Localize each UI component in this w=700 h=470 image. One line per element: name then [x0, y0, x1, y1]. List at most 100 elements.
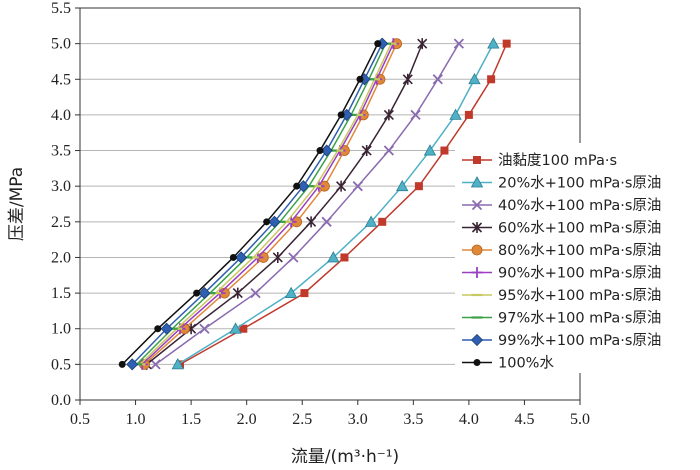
data-point	[126, 358, 139, 371]
series-line-3	[146, 43, 423, 365]
data-point	[352, 181, 363, 192]
data-point	[288, 252, 299, 263]
data-point	[250, 287, 261, 299]
x-tick-label: 2.0	[237, 411, 257, 428]
data-point	[229, 322, 242, 334]
y-tick-label: 5.0	[51, 36, 71, 53]
legend-label: 97%水+100 mPa·s原油	[498, 310, 661, 327]
x-tick-label: 1.5	[181, 411, 201, 428]
data-point	[487, 37, 500, 49]
legend-label: 40%水+100 mPa·s原油	[498, 197, 661, 214]
data-point	[199, 323, 210, 334]
y-tick-label: 0.5	[51, 356, 71, 373]
x-tick-label: 5.0	[570, 411, 590, 428]
y-tick-label: 3.5	[51, 143, 71, 160]
data-point	[336, 180, 347, 192]
data-point	[229, 253, 237, 261]
x-tick-label: 2.5	[292, 411, 312, 428]
data-point	[468, 72, 481, 85]
data-point	[374, 40, 382, 48]
data-point	[327, 251, 340, 263]
y-tick-label: 5.5	[51, 0, 71, 17]
data-point	[423, 144, 437, 156]
x-axis-label: 流量/(m³·h⁻¹)	[291, 447, 399, 467]
series-line-9	[121, 43, 379, 365]
series-line-5	[141, 43, 395, 365]
data-point	[171, 358, 184, 370]
data-point	[150, 359, 161, 370]
series-9	[118, 40, 382, 368]
data-point	[449, 108, 462, 120]
data-point	[300, 289, 309, 298]
legend-item-8: 99%水+100 mPa·s原油	[462, 332, 661, 349]
legend-marker	[470, 176, 484, 188]
data-point	[378, 217, 387, 226]
series-line-7	[136, 43, 387, 365]
data-point	[293, 182, 301, 190]
x-tick-labels: 0.5 1.0 1.5 2.0 2.5 3.0 3.5 4.0 4.5 5.0	[70, 411, 590, 428]
legend: 油黏度100 mPa·s 20%水+100 mPa·s原油 40%水+100 mPa…	[455, 143, 687, 373]
y-tick-label: 2.5	[51, 214, 71, 231]
data-point	[340, 253, 349, 262]
y-axis-label: 压差/MPa	[7, 167, 27, 241]
y-tick-label: 1.0	[51, 321, 71, 338]
x-tick-label: 0.5	[70, 411, 90, 428]
legend-label: 95%水+100 mPa·s原油	[498, 287, 661, 304]
y-tick-label: 2.0	[51, 249, 71, 266]
legend-item-3: 60%水+100 mPa·s原油	[462, 220, 661, 237]
data-point	[402, 73, 413, 85]
data-point	[118, 360, 126, 368]
legend-marker	[471, 222, 483, 233]
series-7	[131, 42, 392, 366]
legend-item-0: 油黏度100 mPa·s	[462, 152, 617, 169]
legend-background	[455, 143, 687, 373]
data-point	[284, 286, 298, 298]
data-point	[316, 147, 324, 155]
series-4	[139, 38, 403, 370]
data-point	[160, 322, 173, 335]
series-1	[171, 37, 500, 370]
x-tick-label: 3.0	[348, 411, 368, 428]
data-point	[235, 251, 248, 264]
legend-label: 80%水+100 mPa·s原油	[498, 242, 661, 259]
legend-item-4: 80%水+100 mPa·s原油	[462, 242, 661, 259]
data-point	[272, 251, 283, 263]
data-point	[414, 182, 423, 191]
data-point	[383, 109, 394, 121]
legend-label: 20%水+100 mPa·s原油	[498, 175, 661, 192]
data-point	[193, 289, 201, 297]
x-tick-label: 4.0	[459, 411, 479, 428]
legend-label: 99%水+100 mPa·s原油	[498, 332, 661, 349]
data-point	[487, 75, 496, 84]
legend-item-9: 100%水	[462, 355, 554, 372]
y-tick-label: 0.0	[51, 392, 71, 409]
y-tick-label: 4.0	[51, 107, 71, 124]
data-point	[432, 74, 443, 85]
data-point	[268, 215, 281, 228]
data-point	[464, 110, 473, 119]
x-tick-label: 1.0	[126, 411, 146, 428]
x-tick-label: 4.5	[514, 411, 534, 428]
legend-item-7: 97%水+100 mPa·s原油	[462, 310, 661, 327]
data-point	[417, 38, 428, 50]
data-point	[198, 287, 211, 300]
legend-item-1: 20%水+100 mPa·s原油	[462, 175, 661, 192]
legend-marker	[471, 244, 483, 256]
data-point	[154, 325, 162, 333]
y-tick-label: 4.5	[51, 71, 71, 88]
legend-marker	[473, 156, 481, 164]
series-3	[141, 38, 428, 370]
legend-marker	[471, 267, 483, 278]
legend-item-5: 90%水+100 mPa·s原油	[462, 265, 661, 282]
y-tick-labels: 0.0 0.5 1.0 1.5 2.0 2.5 3.0 3.5 4.0 4.5 5.0 5.5	[51, 0, 71, 409]
series-line-0	[179, 43, 508, 366]
data-point	[502, 39, 511, 48]
series-line-1	[177, 43, 494, 366]
y-tick-label: 3.0	[51, 178, 71, 195]
data-point	[356, 75, 364, 83]
legend-label: 油黏度100 mPa·s	[498, 152, 617, 169]
data-point	[361, 145, 372, 157]
data-point	[383, 145, 395, 156]
data-point	[396, 179, 409, 192]
